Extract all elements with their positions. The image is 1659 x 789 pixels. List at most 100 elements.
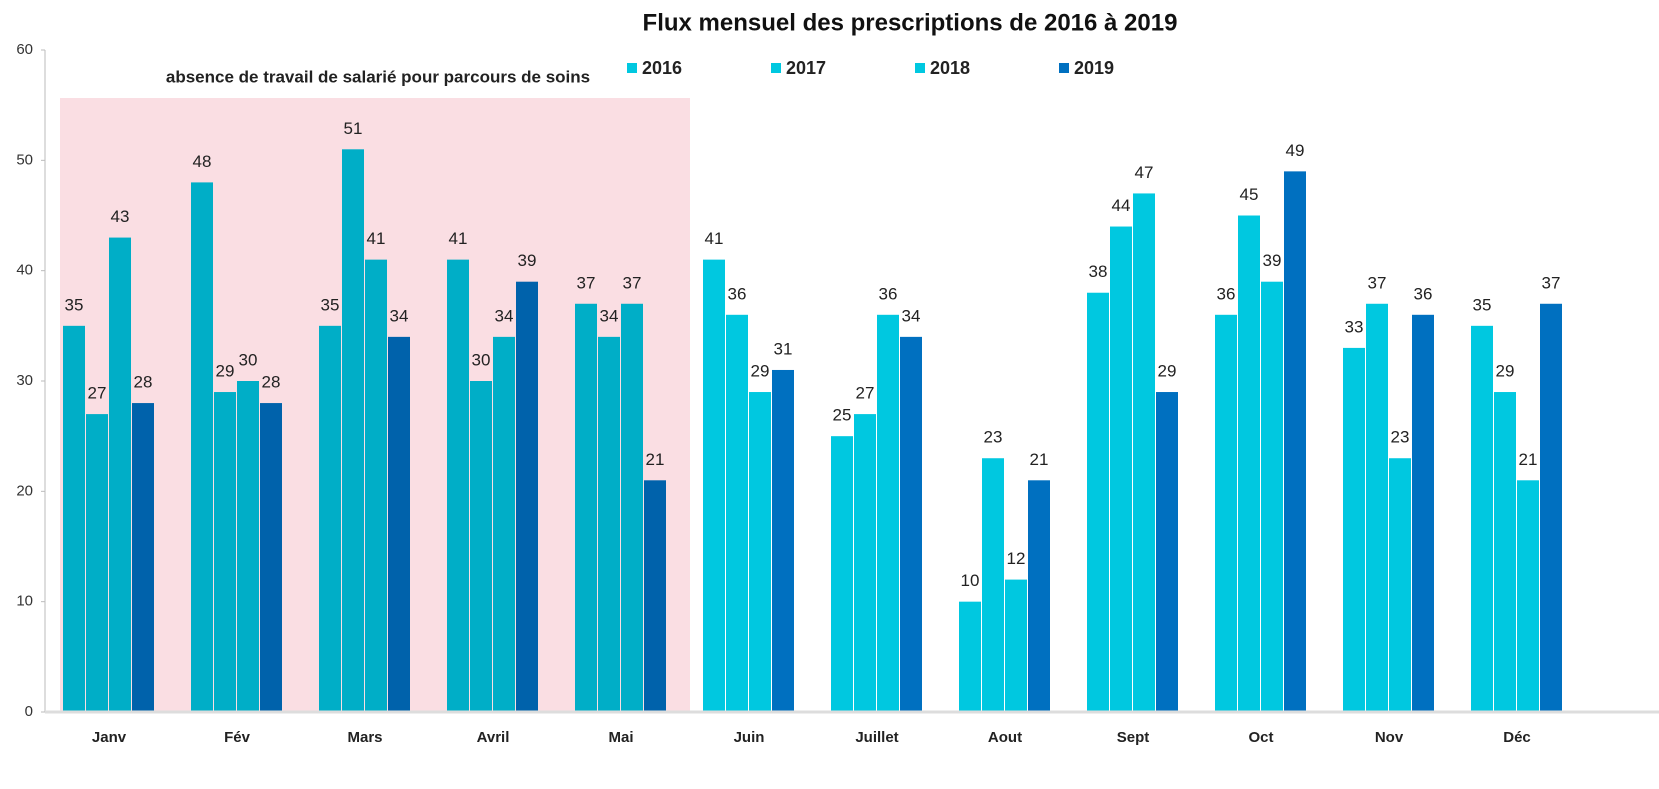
data-label: 28 xyxy=(134,373,153,392)
data-label: 30 xyxy=(472,350,491,369)
data-label: 47 xyxy=(1135,163,1154,182)
bar xyxy=(1284,171,1306,712)
x-tick-label: Aout xyxy=(988,729,1022,746)
data-label: 21 xyxy=(1030,450,1049,469)
bar xyxy=(854,414,876,712)
data-label: 36 xyxy=(1414,284,1433,303)
data-label: 34 xyxy=(390,306,409,325)
data-label: 36 xyxy=(1217,284,1236,303)
bar xyxy=(1028,480,1050,712)
data-label: 44 xyxy=(1112,196,1131,215)
x-tick-label: Juillet xyxy=(855,729,898,746)
data-label: 12 xyxy=(1007,549,1026,568)
legend-swatch xyxy=(771,63,781,73)
bar xyxy=(1110,226,1132,713)
legend-swatch xyxy=(915,63,925,73)
x-tick-label: Fév xyxy=(224,729,251,746)
data-label: 23 xyxy=(1391,428,1410,447)
data-label: 10 xyxy=(961,571,980,590)
bar xyxy=(1005,579,1027,712)
data-label: 36 xyxy=(879,284,898,303)
y-tick-label: 30 xyxy=(16,372,33,389)
data-label: 39 xyxy=(1263,251,1282,270)
legend-label: 2018 xyxy=(930,58,970,78)
bar xyxy=(749,392,771,712)
legend-label: 2019 xyxy=(1074,58,1114,78)
x-tick-label: Avril xyxy=(477,729,510,746)
bar xyxy=(772,369,794,712)
annotation: absence de travail de salarié pour parco… xyxy=(166,67,590,86)
bar xyxy=(1238,215,1260,712)
x-tick-label: Mars xyxy=(347,729,382,746)
bar xyxy=(1471,325,1493,712)
highlight-region xyxy=(60,98,690,712)
data-label: 29 xyxy=(1158,362,1177,381)
x-tick-label: Juin xyxy=(734,729,765,746)
bar xyxy=(1412,314,1434,712)
x-tick-label: Janv xyxy=(92,729,127,746)
data-label: 27 xyxy=(856,384,875,403)
data-label: 28 xyxy=(262,373,281,392)
data-label: 41 xyxy=(367,229,386,248)
data-label: 38 xyxy=(1089,262,1108,281)
y-tick-label: 60 xyxy=(16,41,33,58)
bar xyxy=(1156,392,1178,712)
bar xyxy=(1133,193,1155,712)
data-label: 37 xyxy=(577,273,596,292)
bar xyxy=(726,314,748,712)
x-tick-label: Nov xyxy=(1375,729,1404,746)
bar xyxy=(1215,314,1237,712)
data-label: 29 xyxy=(751,362,770,381)
y-tick-label: 0 xyxy=(25,703,33,720)
data-label: 51 xyxy=(344,119,363,138)
bar xyxy=(1389,458,1411,712)
data-label: 21 xyxy=(646,450,665,469)
legend-label: 2017 xyxy=(786,58,826,78)
data-label: 34 xyxy=(902,306,921,325)
bar xyxy=(1343,347,1365,712)
data-label: 41 xyxy=(705,229,724,248)
bar xyxy=(1517,480,1539,712)
legend-swatch xyxy=(1059,63,1069,73)
data-label: 29 xyxy=(216,362,235,381)
bar xyxy=(1261,281,1283,712)
bar xyxy=(877,314,899,712)
data-label: 48 xyxy=(193,152,212,171)
legend-swatch xyxy=(627,63,637,73)
data-label: 34 xyxy=(495,306,514,325)
x-tick-label: Déc xyxy=(1503,729,1531,746)
data-label: 39 xyxy=(518,251,537,270)
data-label: 27 xyxy=(88,384,107,403)
data-label: 41 xyxy=(449,229,468,248)
data-label: 25 xyxy=(833,406,852,425)
bar xyxy=(959,601,981,712)
y-tick-label: 40 xyxy=(16,262,33,279)
bar xyxy=(1366,303,1388,712)
y-tick-label: 10 xyxy=(16,593,33,610)
bar xyxy=(900,336,922,712)
x-tick-label: Oct xyxy=(1248,729,1273,746)
bar xyxy=(831,436,853,712)
data-label: 35 xyxy=(65,295,84,314)
bar xyxy=(1087,292,1109,712)
bar xyxy=(703,259,725,712)
chart-title: Flux mensuel des prescriptions de 2016 à… xyxy=(643,9,1178,36)
data-label: 21 xyxy=(1519,450,1538,469)
data-label: 34 xyxy=(600,306,619,325)
y-tick-label: 50 xyxy=(16,151,33,168)
bar xyxy=(1494,392,1516,712)
y-tick-label: 20 xyxy=(16,482,33,499)
data-label: 33 xyxy=(1345,317,1364,336)
data-label: 37 xyxy=(1542,273,1561,292)
data-label: 30 xyxy=(239,350,258,369)
data-label: 31 xyxy=(774,339,793,358)
data-label: 43 xyxy=(111,207,130,226)
data-label: 45 xyxy=(1240,185,1259,204)
data-label: 37 xyxy=(623,273,642,292)
legend-label: 2016 xyxy=(642,58,682,78)
bar xyxy=(982,458,1004,712)
x-tick-label: Mai xyxy=(608,729,633,746)
data-label: 35 xyxy=(1473,295,1492,314)
data-label: 29 xyxy=(1496,362,1515,381)
